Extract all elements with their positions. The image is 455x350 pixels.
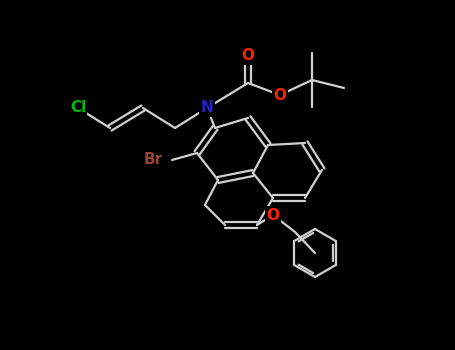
Text: O: O <box>273 88 287 103</box>
Text: Br: Br <box>143 153 162 168</box>
Text: O: O <box>242 49 254 63</box>
Text: O: O <box>267 208 279 223</box>
Text: Cl: Cl <box>70 100 86 116</box>
Text: N: N <box>201 100 213 116</box>
